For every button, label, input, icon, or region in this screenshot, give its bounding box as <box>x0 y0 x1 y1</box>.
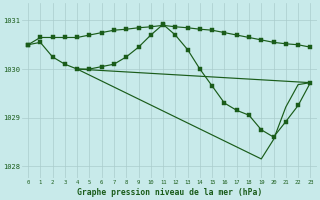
X-axis label: Graphe pression niveau de la mer (hPa): Graphe pression niveau de la mer (hPa) <box>76 188 262 197</box>
